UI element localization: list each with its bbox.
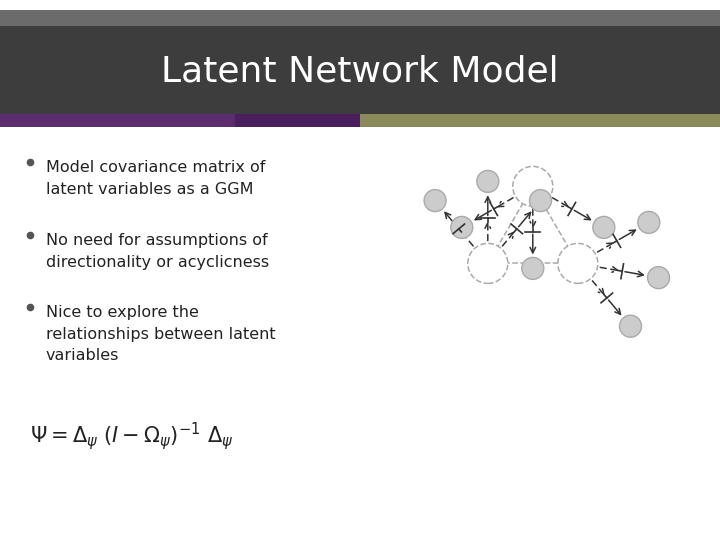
Circle shape: [424, 190, 446, 212]
Bar: [0, 10, 720, 26]
Text: $\Psi = \Delta_{\psi}\ (I - \Omega_{\psi})^{-1}\ \Delta_{\psi}$: $\Psi = \Delta_{\psi}\ (I - \Omega_{\psi…: [30, 420, 233, 452]
Circle shape: [529, 190, 552, 212]
Circle shape: [558, 244, 598, 284]
Bar: [0, 114, 235, 127]
Circle shape: [513, 166, 553, 206]
Circle shape: [593, 217, 615, 238]
Bar: [360, 114, 720, 127]
Circle shape: [522, 258, 544, 279]
Circle shape: [477, 171, 499, 192]
Circle shape: [468, 244, 508, 284]
Text: Latent Network Model: Latent Network Model: [161, 55, 559, 89]
Bar: [235, 114, 360, 127]
Circle shape: [619, 315, 642, 337]
Text: No need for assumptions of
directionality or acyclicness: No need for assumptions of directionalit…: [46, 233, 269, 269]
Text: Nice to explore the
relationships between latent
variables: Nice to explore the relationships betwee…: [46, 305, 276, 363]
Bar: [0, 26, 720, 114]
Circle shape: [638, 211, 660, 233]
Text: Model covariance matrix of
latent variables as a GGM: Model covariance matrix of latent variab…: [46, 160, 266, 197]
Circle shape: [451, 217, 473, 238]
Circle shape: [647, 267, 670, 289]
